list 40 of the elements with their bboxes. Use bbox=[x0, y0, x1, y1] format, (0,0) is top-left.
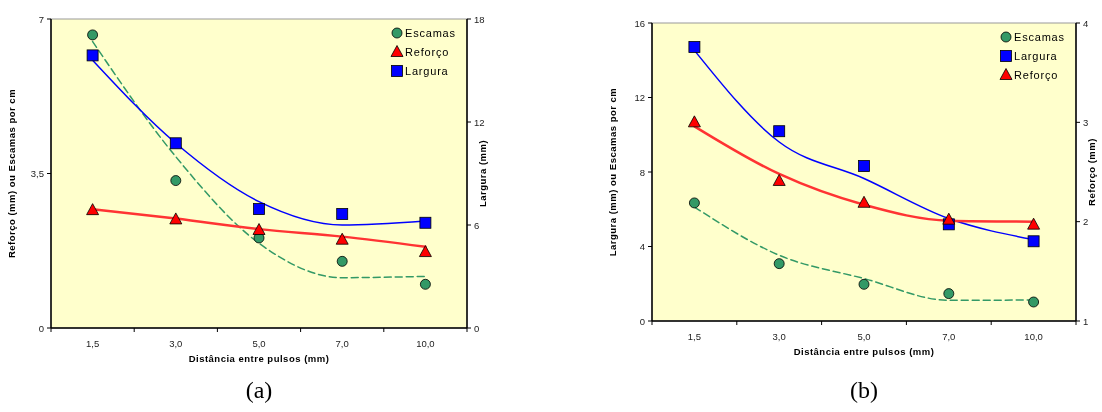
y2-tick-label: 1 bbox=[1083, 315, 1089, 327]
legend-label: Reforço bbox=[1014, 69, 1059, 81]
x-tick-label: 3,0 bbox=[772, 331, 786, 342]
y-tick-label: 4 bbox=[639, 241, 645, 252]
y2-axis-title: Reforço (mm) bbox=[1086, 138, 1097, 206]
y-tick-label: 16 bbox=[634, 17, 645, 29]
x-tick-label: 5,0 bbox=[252, 338, 266, 349]
x-axis-title: Distância entre pulsos (mm) bbox=[188, 353, 330, 364]
legend-label: Reforço bbox=[405, 46, 450, 58]
y-tick-label: 3,5 bbox=[30, 168, 44, 179]
y2-tick-label: 0 bbox=[474, 322, 480, 334]
y2-axis-title: Largura (mm) bbox=[477, 139, 488, 208]
y-axis-title: Reforço (mm) ou Escamas por cm bbox=[6, 88, 17, 259]
y2-tick-label: 2 bbox=[1083, 216, 1089, 228]
y-axis-title: Largura (mm) ou Escamas por cm bbox=[607, 87, 618, 257]
x-tick-label: 3,0 bbox=[169, 338, 183, 349]
legend-label: Escamas bbox=[405, 27, 456, 39]
x-axis-title: Distância entre pulsos (mm) bbox=[793, 346, 935, 357]
x-tick-label: 5,0 bbox=[857, 331, 871, 342]
x-tick-label: 10,0 bbox=[416, 338, 435, 349]
y-tick-label: 7 bbox=[38, 13, 44, 25]
y2-tick-label: 12 bbox=[474, 116, 485, 128]
legend-label: Largura bbox=[405, 65, 449, 77]
y2-tick-label: 18 bbox=[474, 13, 485, 25]
y-tick-label: 0 bbox=[38, 322, 44, 334]
y-tick-label: 8 bbox=[639, 166, 645, 178]
y2-tick-label: 4 bbox=[1083, 17, 1089, 29]
y2-tick-label: 6 bbox=[474, 219, 480, 231]
y2-tick-label: 3 bbox=[1083, 116, 1089, 128]
x-tick-label: 1,5 bbox=[687, 331, 702, 342]
text: (a) bbox=[245, 377, 273, 403]
x-tick-label: 1,5 bbox=[85, 338, 100, 349]
y-tick-label: 0 bbox=[639, 315, 645, 327]
legend-label: Escamas bbox=[1014, 31, 1065, 43]
x-tick-label: 10,0 bbox=[1024, 331, 1043, 342]
x-tick-label: 7,0 bbox=[942, 331, 956, 342]
x-tick-label: 7,0 bbox=[335, 338, 349, 349]
legend-label: Largura bbox=[1014, 50, 1058, 62]
y-tick-label: 12 bbox=[634, 92, 645, 103]
text: (b) bbox=[850, 377, 878, 403]
